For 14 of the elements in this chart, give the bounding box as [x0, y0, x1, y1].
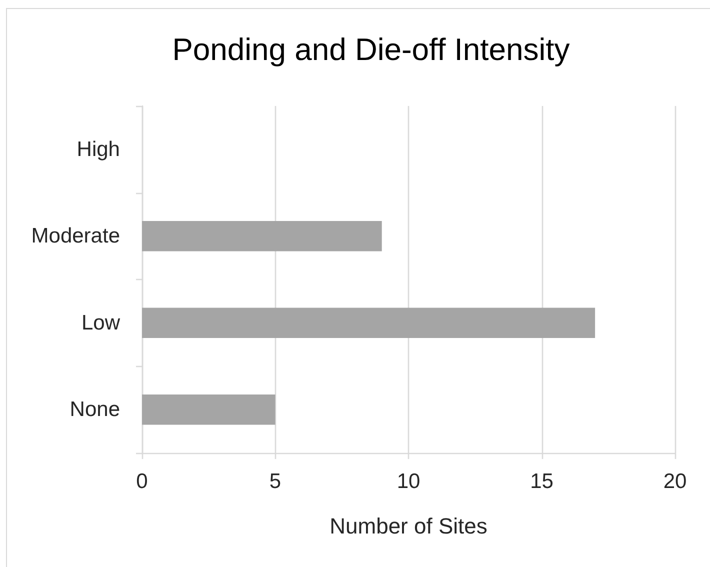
- bar: [142, 308, 596, 338]
- chart-title: Ponding and Die-off Intensity: [172, 32, 570, 67]
- x-tick-label: 0: [136, 470, 148, 493]
- y-tick-label: Moderate: [31, 224, 120, 248]
- x-tick-label: 5: [269, 470, 282, 493]
- x-tick-label: 20: [663, 470, 687, 493]
- x-tick-label: 15: [530, 470, 554, 493]
- x-axis-title: Number of Sites: [330, 514, 488, 538]
- x-tick-label: 10: [396, 470, 420, 493]
- y-tick-label: None: [70, 398, 120, 422]
- y-tick-label: Low: [81, 311, 121, 334]
- bar: [142, 394, 276, 425]
- bar: [142, 220, 382, 252]
- y-tick-label: High: [76, 138, 120, 161]
